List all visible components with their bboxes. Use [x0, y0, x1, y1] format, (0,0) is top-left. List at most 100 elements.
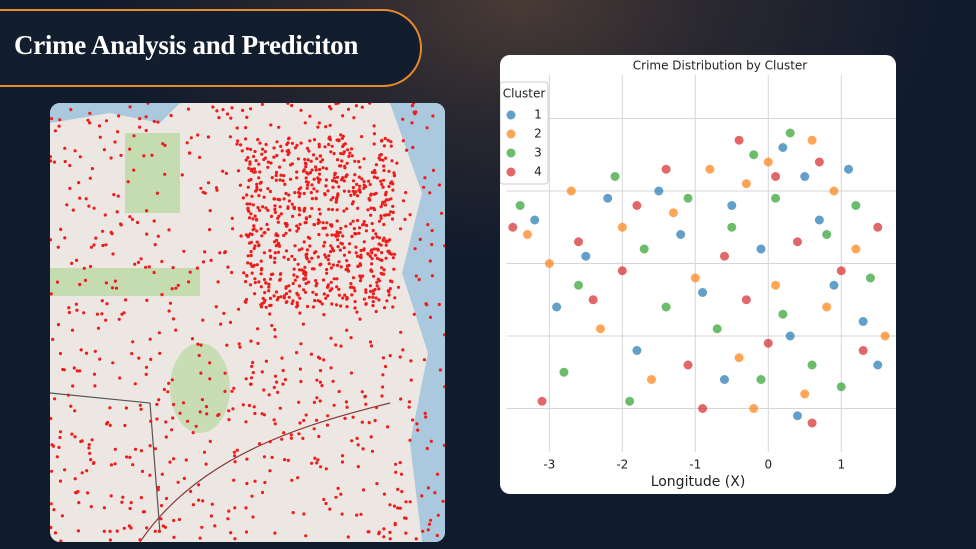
- scatter-point: [880, 331, 890, 341]
- map-dot: [282, 233, 286, 238]
- map-dot: [150, 153, 154, 157]
- map-dot: [316, 125, 320, 129]
- map-dot: [201, 499, 205, 503]
- map-dot: [176, 480, 180, 484]
- map-dot: [391, 204, 395, 208]
- map-dot: [315, 461, 319, 465]
- map-dot: [172, 402, 176, 407]
- map-dot: [202, 450, 207, 454]
- map-dot: [368, 182, 372, 187]
- map-dot: [56, 323, 61, 327]
- map-dot: [287, 199, 291, 203]
- map-dot: [124, 406, 128, 410]
- map-dot: [296, 191, 301, 195]
- map-dot: [247, 178, 251, 183]
- map-dot: [201, 318, 205, 322]
- map-dot: [328, 289, 332, 293]
- map-dot: [233, 506, 237, 510]
- map-dot: [138, 117, 142, 121]
- map-dot: [145, 232, 149, 236]
- map-dot: [231, 227, 235, 231]
- map-dot: [264, 359, 268, 363]
- map-dot: [274, 170, 279, 175]
- map-dot: [422, 185, 426, 189]
- map-dot: [316, 176, 320, 180]
- map-dot: [251, 228, 255, 232]
- map-dot: [317, 145, 321, 149]
- map-dot: [353, 306, 357, 310]
- map-dot: [58, 435, 62, 440]
- map-dot: [147, 265, 151, 269]
- map-dot: [306, 158, 310, 162]
- map-dot: [282, 174, 286, 178]
- x-tick-label: -2: [616, 458, 628, 472]
- map-dot: [384, 364, 388, 369]
- map-dot: [410, 104, 414, 108]
- map-dot: [342, 179, 346, 183]
- map-dot: [368, 340, 373, 344]
- map-dot: [275, 153, 279, 158]
- map-dot: [282, 431, 286, 435]
- scatter-point: [705, 164, 715, 174]
- map-dot: [301, 169, 306, 173]
- map-dot: [244, 233, 248, 237]
- map-dot: [289, 177, 293, 181]
- map-dot: [399, 397, 403, 401]
- map-dot: [214, 186, 219, 190]
- map-dot: [280, 437, 284, 441]
- map-dot: [259, 227, 263, 231]
- map-dot: [382, 535, 386, 539]
- map-dot: [227, 409, 231, 413]
- map-dot: [354, 251, 358, 255]
- map-dot: [157, 398, 161, 402]
- map-dot: [408, 500, 412, 504]
- map-dot: [267, 289, 271, 293]
- map-dot: [223, 389, 227, 393]
- map-dot: [78, 196, 82, 200]
- map-dot: [95, 312, 99, 316]
- map-dot: [290, 478, 294, 482]
- map-dot: [266, 160, 270, 164]
- map-dot: [387, 198, 391, 202]
- scatter-point: [741, 295, 751, 305]
- legend-title: Cluster: [503, 87, 546, 101]
- slide-title: Crime Analysis and Prediciton: [14, 30, 359, 60]
- map-dot: [256, 206, 260, 210]
- map-dot: [170, 378, 174, 382]
- map-dot: [286, 206, 290, 210]
- map-water: [50, 103, 180, 123]
- map-dot: [371, 295, 375, 299]
- map-dot: [87, 446, 91, 450]
- map-dot: [50, 469, 54, 473]
- map-dot: [302, 240, 306, 244]
- map-dot: [324, 296, 328, 300]
- map-dot: [275, 380, 279, 384]
- map-dot: [265, 222, 269, 227]
- map-dot: [97, 124, 102, 128]
- map-dot: [364, 302, 368, 306]
- map-dot: [123, 423, 127, 428]
- map-dot: [197, 483, 201, 487]
- map-dot: [92, 243, 96, 247]
- scatter-point: [668, 208, 678, 218]
- map-dot: [268, 440, 272, 444]
- map-dot: [414, 537, 418, 541]
- map-dot: [253, 277, 257, 281]
- map-dot: [246, 207, 250, 211]
- map-dot: [178, 411, 182, 415]
- map-dot: [244, 126, 248, 130]
- map-dot: [273, 422, 277, 426]
- map-dot: [338, 248, 342, 252]
- map-dot: [224, 171, 228, 175]
- map-dot: [139, 496, 143, 500]
- map-dot: [396, 285, 401, 289]
- map-dot: [345, 405, 349, 409]
- map-dot: [281, 179, 285, 183]
- map-dot: [187, 280, 191, 284]
- map-dot: [138, 538, 142, 542]
- map-dot: [303, 157, 307, 161]
- map-dot: [231, 407, 235, 411]
- map-dot: [73, 435, 77, 439]
- map-dot: [330, 233, 334, 237]
- map-dot: [186, 419, 190, 423]
